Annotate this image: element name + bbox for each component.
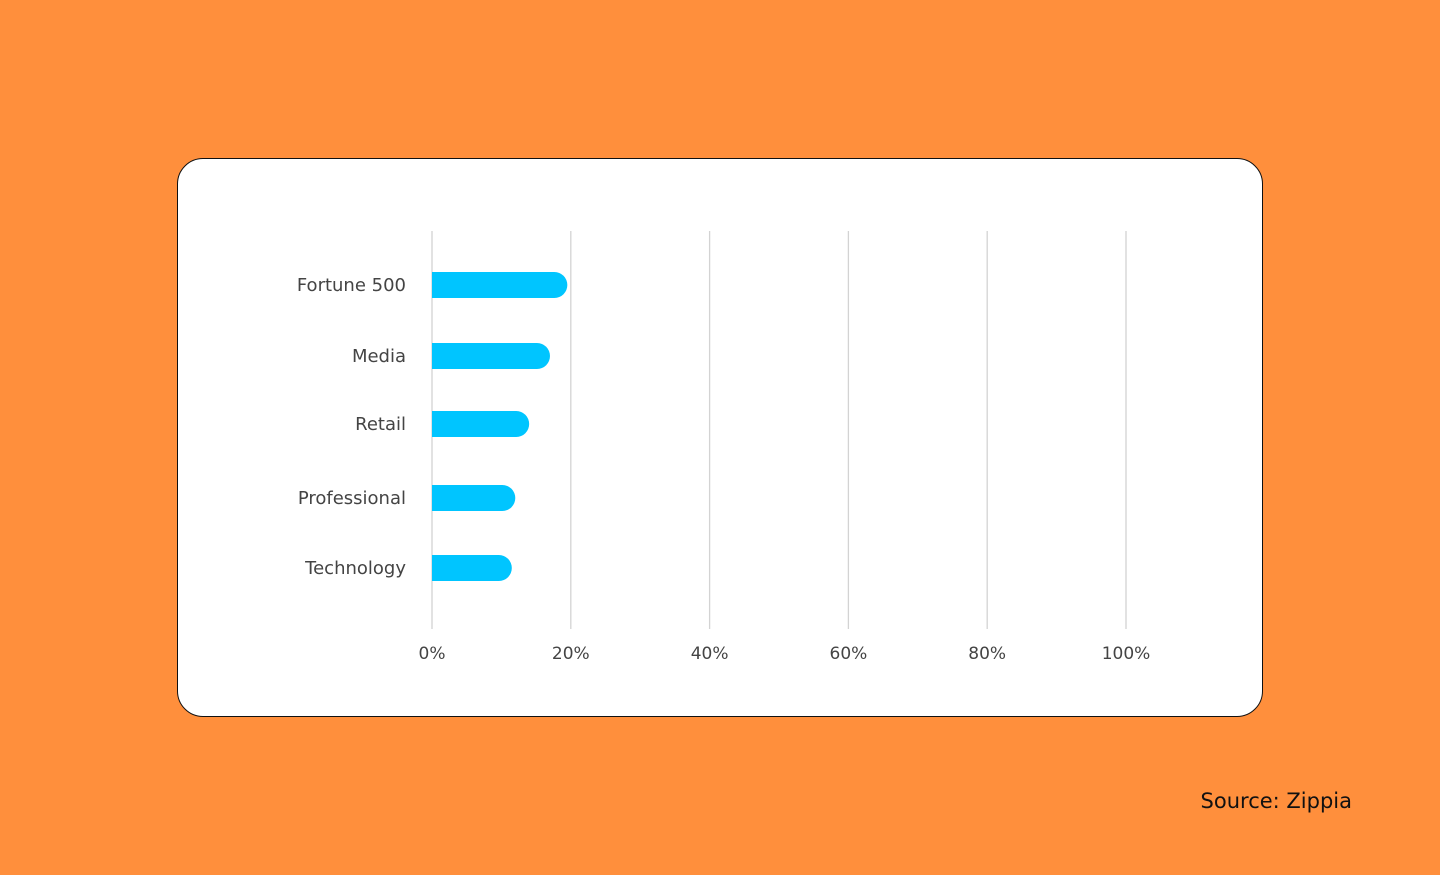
- source-label: Source: Zippia: [1200, 789, 1352, 813]
- x-axis-tick-labels: 0% 20% 40% 60% 80% 100%: [419, 644, 1151, 664]
- bar-retail: [432, 411, 530, 437]
- bar-media: [432, 343, 550, 369]
- x-tick-label: 20%: [552, 644, 590, 664]
- x-tick-label: 0%: [419, 644, 446, 664]
- bar-chart: Fortune 500 Media Retail Professional Techno…: [297, 231, 1151, 664]
- x-tick-label: 60%: [830, 644, 868, 664]
- bar-technology: [432, 555, 512, 581]
- bars: [432, 272, 568, 581]
- x-tick-label: 100%: [1102, 644, 1151, 664]
- category-label: Media: [352, 346, 406, 367]
- category-labels: Fortune 500 Media Retail Professional Techno…: [297, 275, 407, 579]
- x-tick-label: 80%: [968, 644, 1006, 664]
- bar-professional: [432, 485, 516, 511]
- category-label: Fortune 500: [297, 275, 406, 296]
- bar-fortune-500: [432, 272, 568, 298]
- x-tick-label: 40%: [691, 644, 729, 664]
- category-label: Professional: [298, 488, 406, 509]
- category-label: Technology: [304, 558, 406, 579]
- chart-card: Fortune 500 Media Retail Professional Techno…: [177, 158, 1263, 717]
- category-label: Retail: [355, 414, 406, 435]
